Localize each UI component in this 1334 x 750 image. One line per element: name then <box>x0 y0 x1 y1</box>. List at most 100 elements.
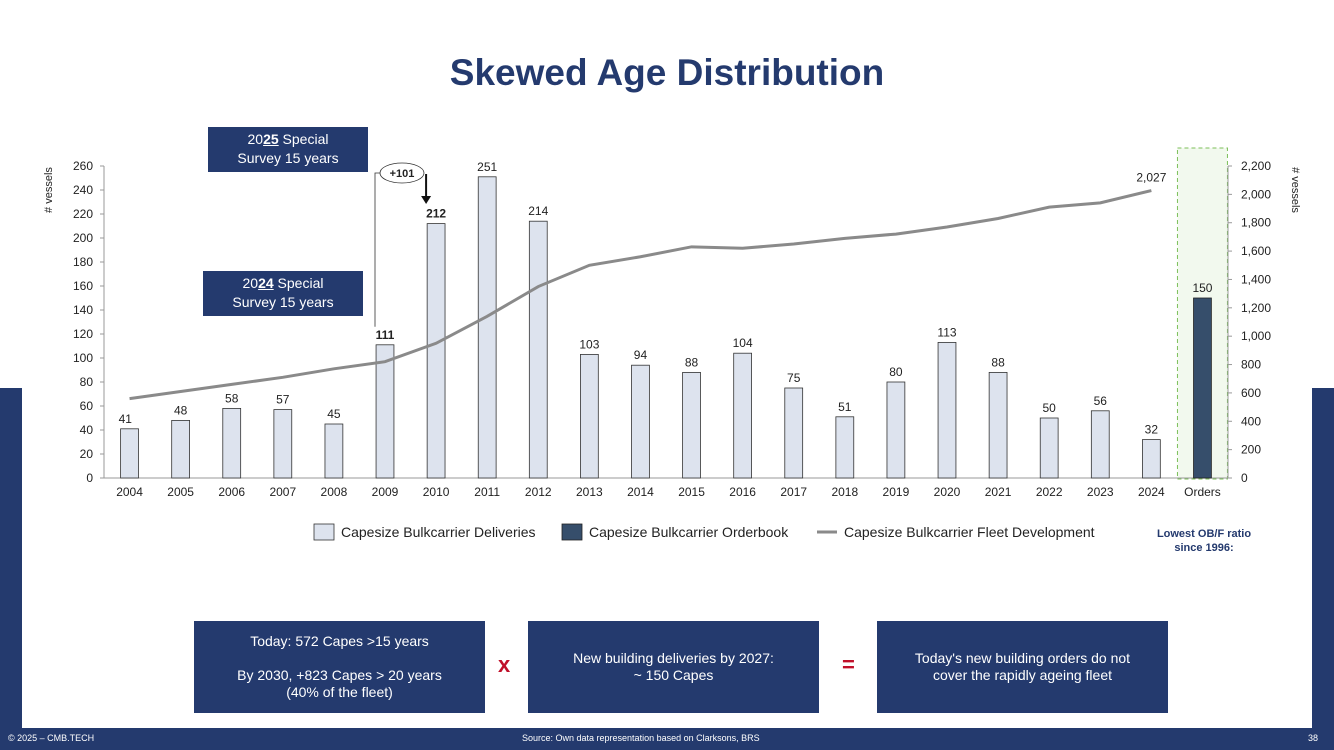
equals-operator: = <box>842 652 855 677</box>
delivery-bar <box>580 353 599 479</box>
right-axis-tick-label: 0 <box>1241 471 1248 485</box>
delivery-bar <box>222 407 242 479</box>
fleet-end-label: 2,027 <box>1136 171 1166 185</box>
bar-value-label: 45 <box>327 407 341 421</box>
survey-bracket-line <box>374 172 407 327</box>
x-axis-tick-label: 2018 <box>831 485 858 499</box>
bar-value-label: 50 <box>1043 401 1057 415</box>
x-axis-tick-label: 2008 <box>321 485 348 499</box>
delivery-bar <box>375 344 395 479</box>
right-axis-tick-label: 800 <box>1241 358 1261 372</box>
x-axis-tick-label: 2016 <box>729 485 756 499</box>
deliveries-box: New building deliveries by 2027: ~ 150 C… <box>528 621 819 713</box>
x-axis-tick-label: 2007 <box>269 485 296 499</box>
x-axis-tick-label: 2019 <box>883 485 910 499</box>
orderbook-bar <box>1193 297 1212 479</box>
x-axis-tick-label: 2023 <box>1087 485 1114 499</box>
right-axis-tick-label: 200 <box>1241 443 1261 457</box>
x-axis-tick-label: 2005 <box>167 485 194 499</box>
conclusion-box: Today's new building orders do not cover… <box>877 621 1168 713</box>
legend-fleet-label: Capesize Bulkcarrier Fleet Development <box>844 524 1095 540</box>
legend-orderbook-swatch <box>561 523 583 541</box>
bar-value-label: 103 <box>579 337 599 351</box>
x-axis-tick-label: 2015 <box>678 485 705 499</box>
delivery-bar <box>937 341 957 479</box>
legend-deliveries-swatch <box>313 523 335 541</box>
right-axis-tick-label: 2,200 <box>1241 159 1271 173</box>
left-axis-tick-label: 120 <box>73 327 93 341</box>
bar-value-label: 94 <box>634 348 648 362</box>
left-axis-tick-label: 20 <box>80 447 94 461</box>
delivery-bar <box>1142 439 1161 479</box>
left-axis-tick-label: 80 <box>80 375 94 389</box>
delivery-bar <box>988 371 1008 479</box>
x-axis-tick-label: 2024 <box>1138 485 1165 499</box>
bar-value-label: 212 <box>426 207 446 221</box>
bar-value-label: 56 <box>1094 394 1108 408</box>
bar-value-label: 88 <box>685 355 699 369</box>
x-axis-tick-label: 2020 <box>934 485 961 499</box>
x-axis-tick-label: 2006 <box>218 485 245 499</box>
x-axis-tick-label: 2010 <box>423 485 450 499</box>
x-axis-tick-label: 2021 <box>985 485 1012 499</box>
x-axis-tick-label: 2014 <box>627 485 654 499</box>
delta-label: +101 <box>390 168 415 180</box>
left-axis-tick-label: 140 <box>73 303 93 317</box>
x-axis-tick-label: 2009 <box>372 485 399 499</box>
delivery-bar <box>886 381 906 479</box>
delta-arrow-head <box>421 196 432 204</box>
bar-value-label: 111 <box>376 328 395 342</box>
bar-value-label: 41 <box>119 412 133 426</box>
delivery-bar <box>528 220 548 479</box>
bar-value-label: 48 <box>174 403 188 417</box>
bar-value-label: 75 <box>787 371 801 385</box>
bar-value-label: 104 <box>733 336 753 350</box>
bar-value-label: 251 <box>477 160 497 174</box>
right-axis-tick-label: 400 <box>1241 414 1261 428</box>
right-axis-tick-label: 1,400 <box>1241 272 1271 286</box>
delivery-bar <box>733 352 752 479</box>
bar-value-label: 214 <box>528 204 548 218</box>
delivery-bar <box>631 364 650 479</box>
delivery-bar <box>1090 410 1110 479</box>
footer-page-number: 38 <box>1308 733 1319 743</box>
delivery-bar <box>120 428 139 479</box>
x-axis-tick-label: 2011 <box>474 485 500 499</box>
x-axis-tick-label: 2012 <box>525 485 552 499</box>
left-axis-label: # vessels <box>43 167 55 213</box>
left-axis-tick-label: 0 <box>86 471 93 485</box>
delivery-bar <box>682 371 701 479</box>
delivery-bar <box>324 423 344 479</box>
bar-value-label: 58 <box>225 391 239 405</box>
delivery-bar <box>273 409 293 479</box>
left-axis-tick-label: 60 <box>80 399 94 413</box>
x-axis-tick-label: 2013 <box>576 485 603 499</box>
left-axis-tick-label: 160 <box>73 279 93 293</box>
bar-value-label: 80 <box>889 365 903 379</box>
right-axis-tick-label: 2,000 <box>1241 187 1271 201</box>
callout-2025-special-survey: 2025 Special Survey 15 years <box>208 127 368 172</box>
right-axis-tick-label: 600 <box>1241 386 1261 400</box>
bar-value-label: 57 <box>276 393 290 407</box>
multiply-operator: x <box>498 652 511 677</box>
x-axis-tick-label: Orders <box>1184 485 1221 499</box>
left-axis-tick-label: 240 <box>73 183 93 197</box>
bar-value-label: 51 <box>838 400 852 414</box>
right-axis-tick-label: 1,800 <box>1241 216 1271 230</box>
delivery-bar <box>784 387 804 479</box>
left-axis-tick-label: 260 <box>73 159 93 173</box>
bar-value-label: 113 <box>937 325 956 339</box>
x-axis-tick-label: 2017 <box>780 485 807 499</box>
legend-orderbook-label: Capesize Bulkcarrier Orderbook <box>589 524 789 540</box>
right-axis-tick-label: 1,200 <box>1241 301 1271 315</box>
left-axis-tick-label: 100 <box>73 351 93 365</box>
left-axis-tick-label: 220 <box>73 207 93 221</box>
delivery-bar <box>171 419 190 479</box>
footer-source: Source: Own data representation based on… <box>522 733 760 743</box>
delivery-bar <box>426 223 446 479</box>
bar-value-label: 150 <box>1192 281 1212 295</box>
delta-badge <box>379 162 425 184</box>
page-title: Skewed Age Distribution <box>449 52 885 93</box>
capesize-chart: 0 20 40 60 80 100 120 140 160 180 200 220 240 260 0 200… <box>43 147 1301 541</box>
ratio-note: Lowest OB/F ratio since 1996: <box>1156 528 1252 554</box>
